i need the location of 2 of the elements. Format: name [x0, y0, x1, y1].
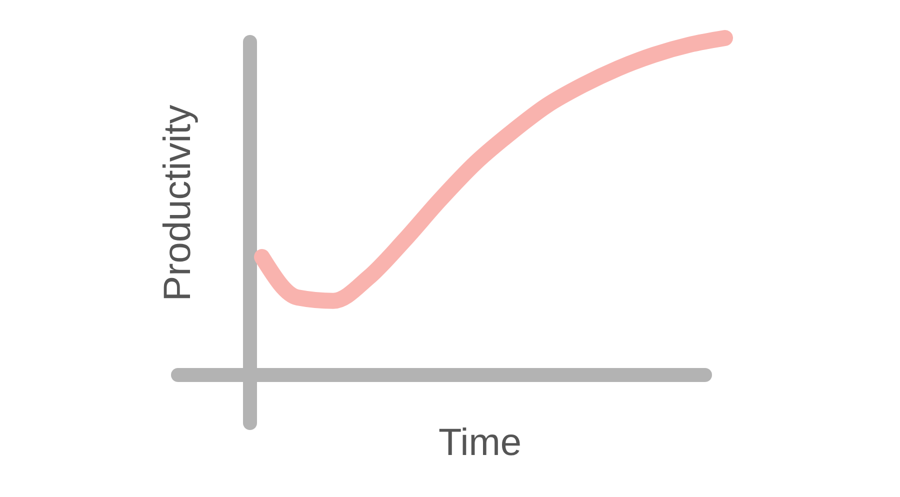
y-axis-title: Productivity	[157, 104, 199, 302]
x-axis-title: Time	[438, 422, 522, 464]
